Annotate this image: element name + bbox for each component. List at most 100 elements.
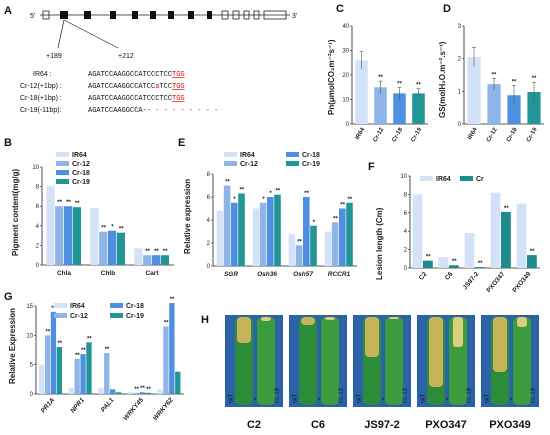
legend-swatch xyxy=(56,170,69,175)
cross-mark: × xyxy=(445,397,449,403)
wt-tag: WT xyxy=(229,393,235,403)
utr-box xyxy=(232,10,240,20)
bar xyxy=(355,60,368,124)
significance-mark: * xyxy=(313,220,316,226)
y-tick-label: 2 xyxy=(458,57,462,63)
x-tick-label: Cr-12 xyxy=(372,126,385,143)
significance-mark: ** xyxy=(347,197,352,203)
row-sequence: AGATCCAAGGCCATCCCTCCTGG xyxy=(88,95,185,103)
y-tick-label: 10 xyxy=(26,333,33,339)
x-tick-label: Cr-19 xyxy=(410,126,423,143)
wt-tag: WT xyxy=(485,393,491,403)
exon-1 xyxy=(60,11,68,19)
panel-b-letter: B xyxy=(4,137,12,149)
sequence-row-ir64: IR64 : AGATCCAAGGCCATCCCTCCTGG xyxy=(33,71,185,79)
legend-label: Cr-18 xyxy=(126,303,144,310)
x-tick-label: C2 xyxy=(418,270,429,281)
legend-swatch xyxy=(460,176,473,181)
x-tick-label: PAL1 xyxy=(100,396,116,413)
bar xyxy=(423,260,433,268)
legend-label: IR64 xyxy=(70,303,85,310)
y-tick-label: 3 xyxy=(458,24,462,30)
exon-6 xyxy=(168,11,174,19)
y-tick-label: 15 xyxy=(26,304,33,310)
y-tick-label: 0 xyxy=(30,392,34,398)
y-tick-label: 10 xyxy=(32,165,39,171)
panel-b-ylabel: Pigment content(mg/g) xyxy=(11,169,20,256)
y-tick-label: 0 xyxy=(346,122,350,128)
utr-box xyxy=(263,10,287,20)
bar xyxy=(108,230,117,265)
bar xyxy=(412,194,423,268)
legend-label: Cr-12 xyxy=(240,161,258,168)
mutant-tag: Cr-19 xyxy=(531,387,537,403)
bar xyxy=(374,87,387,124)
x-tick-label: Osh57 xyxy=(293,271,313,278)
lesion xyxy=(261,317,271,321)
lesion xyxy=(517,317,527,327)
legend-swatch xyxy=(224,161,237,166)
y-tick-label: 2 xyxy=(36,243,40,249)
bar xyxy=(110,389,116,394)
legend-label: Cr-18 xyxy=(302,152,320,159)
bar xyxy=(104,352,110,394)
y-tick-label: 2 xyxy=(404,248,408,254)
legend-swatch xyxy=(54,313,67,318)
significance-mark: ** xyxy=(275,189,280,195)
legend-label: Cr-19 xyxy=(302,161,320,168)
panel-c-ylabel: Pn(μmolCO₂m⁻²s⁻¹) xyxy=(327,39,336,115)
legend-swatch xyxy=(420,176,433,181)
bar xyxy=(252,208,260,266)
bar xyxy=(310,225,317,266)
significance-mark: ** xyxy=(105,347,110,353)
mutant-tag: Cr-12 xyxy=(339,387,345,403)
bar xyxy=(64,206,73,265)
bar xyxy=(157,389,163,394)
bar xyxy=(74,358,80,394)
bar xyxy=(238,193,245,266)
x-tick-label: Cr-18 xyxy=(391,126,404,143)
exon-3 xyxy=(110,11,116,19)
bar xyxy=(449,265,459,268)
significance-mark: ** xyxy=(530,249,535,255)
panel-g-ylabel: Relative Expression xyxy=(8,308,17,384)
bar xyxy=(231,202,238,266)
bar xyxy=(163,326,169,394)
panel-c-letter: C xyxy=(336,3,344,15)
significance-mark: ** xyxy=(378,75,383,81)
lesion xyxy=(365,317,379,357)
significance-mark: ** xyxy=(532,76,537,82)
bar xyxy=(487,84,501,124)
mutant-tag: Cr-12 xyxy=(403,387,409,403)
y-tick-label: 40 xyxy=(342,24,349,30)
mutant-tag: Cr-18 xyxy=(275,387,281,403)
mutant-tag: Cr-18 xyxy=(467,387,473,403)
significance-mark: ** xyxy=(46,329,51,335)
leaf-mutant xyxy=(385,317,403,405)
significance-mark: ** xyxy=(452,259,457,265)
legend-label: Cr xyxy=(476,176,484,183)
y-tick-label: 30 xyxy=(342,49,349,55)
leaf-mutant xyxy=(513,317,531,405)
y-tick-label: 8 xyxy=(404,192,408,198)
bar xyxy=(259,202,267,266)
bar xyxy=(303,197,310,266)
significance-mark: ** xyxy=(134,387,139,393)
x-tick-label: IR64 xyxy=(467,126,479,141)
legend-swatch xyxy=(56,152,69,157)
y-tick-label: 6 xyxy=(207,195,211,201)
bar xyxy=(438,256,449,268)
bar xyxy=(274,194,281,266)
bar xyxy=(160,255,169,265)
significance-mark: ** xyxy=(101,226,106,232)
legend-swatch xyxy=(286,161,299,166)
panel-f-letter: F xyxy=(368,161,375,173)
panel-a: A 5' 3' +189 +212 IR64 : AGATCCAAGGCCATC… xyxy=(4,5,297,115)
strain-label: C6 xyxy=(311,419,325,431)
wt-tag: WT xyxy=(293,393,299,403)
significance-mark: ** xyxy=(145,249,150,255)
x-tick-label: PXO347 xyxy=(485,270,506,294)
legend-label: Cr-18 xyxy=(72,170,90,177)
y-tick-label: 1 xyxy=(458,89,462,95)
